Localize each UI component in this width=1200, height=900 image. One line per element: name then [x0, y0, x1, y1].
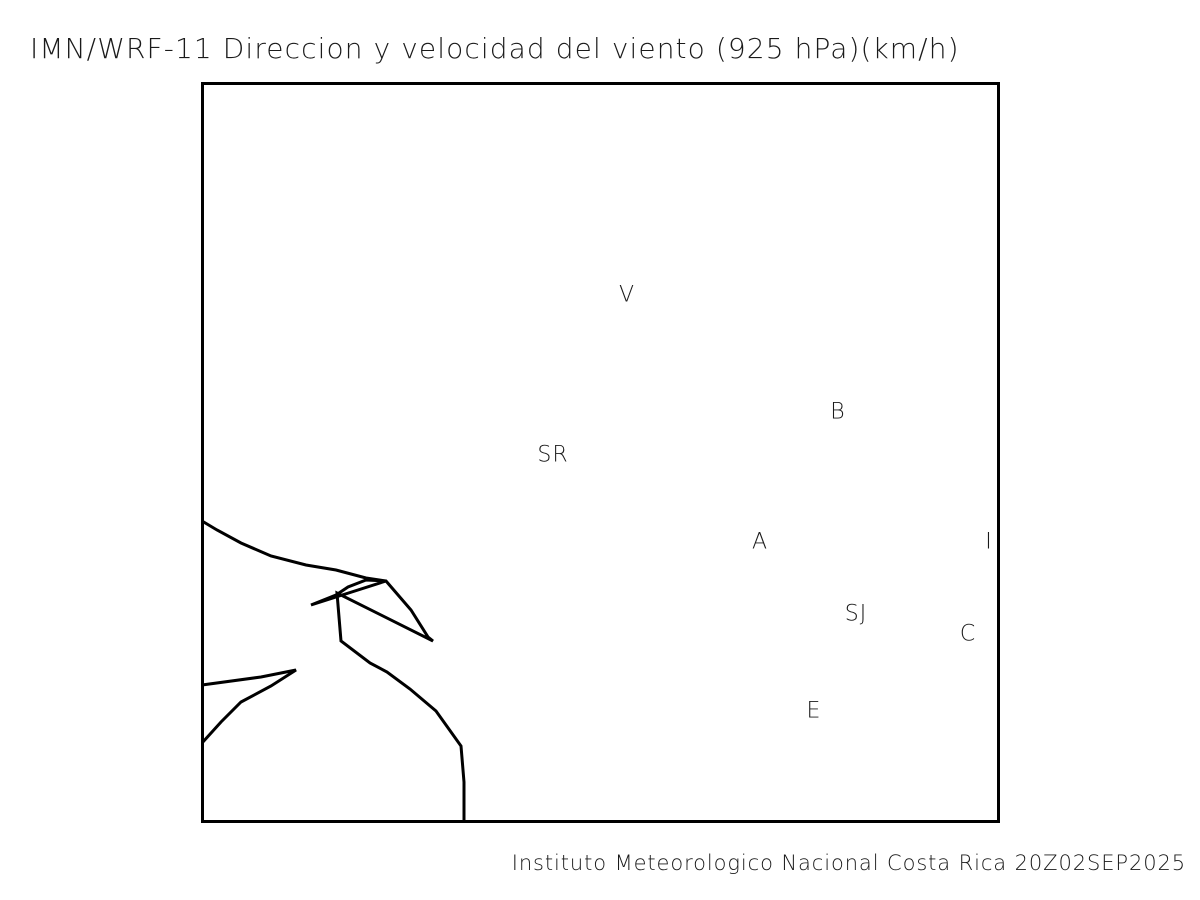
station-label-sj: SJ — [844, 601, 868, 627]
station-label-i: I — [985, 529, 993, 555]
station-label-v: V — [618, 282, 636, 308]
coastline-peninsula — [201, 668, 297, 745]
station-label-b: B — [830, 399, 846, 425]
map-panel: V B SR A I SJ C E — [201, 82, 1000, 823]
map-canvas — [201, 82, 1000, 823]
station-label-e: E — [806, 698, 822, 724]
map-frame-border — [201, 82, 1000, 823]
station-label-a: A — [751, 529, 769, 555]
coastline-group — [201, 519, 466, 823]
coastline-main — [201, 519, 466, 823]
footer-attribution: Instituto Meteorologico Nacional Costa R… — [511, 851, 1186, 875]
station-label-c: C — [959, 621, 977, 647]
station-label-sr: SR — [537, 442, 569, 468]
page-title: IMN/WRF-11 Direccion y velocidad del vie… — [30, 32, 960, 65]
